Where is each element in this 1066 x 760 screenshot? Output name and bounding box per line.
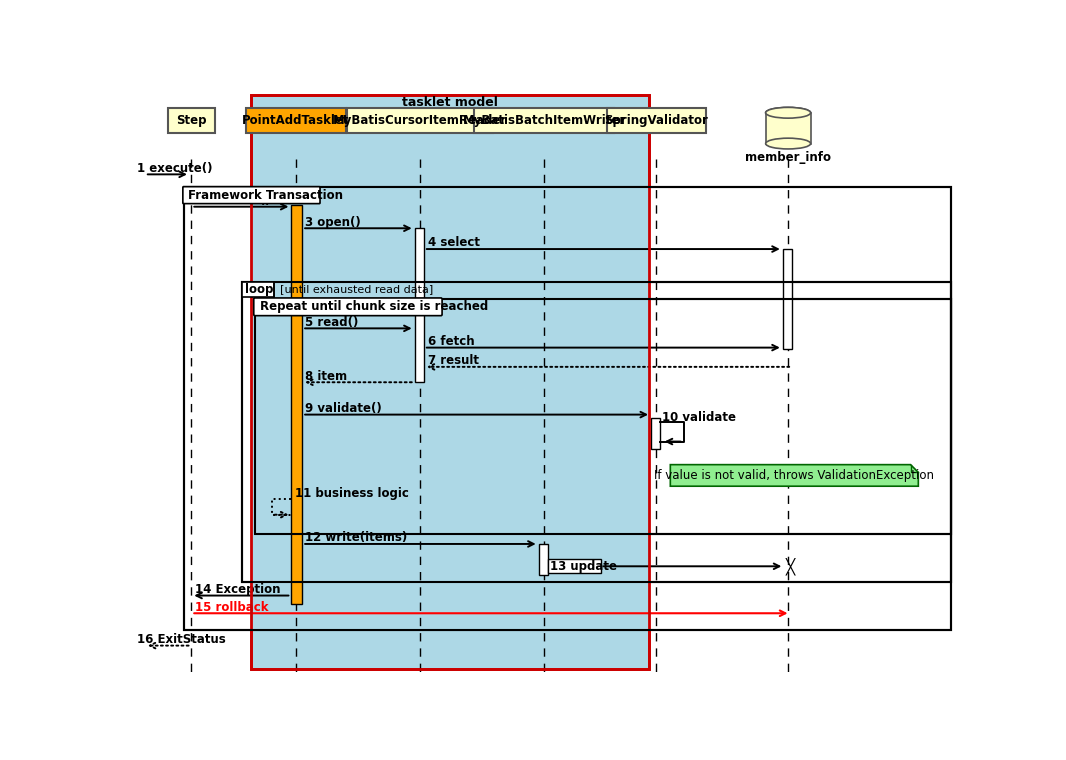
Text: 2 execute(): 2 execute() [195,194,271,207]
Text: 9 validate(): 9 validate() [305,402,382,415]
Text: 16 ExitStatus: 16 ExitStatus [138,633,226,646]
Bar [252,188,648,630]
Text: 12 write(items): 12 write(items) [305,531,407,544]
Text: 15 rollback: 15 rollback [195,600,269,613]
Bar [242,282,274,297]
Bar [782,249,792,349]
Text: ╳: ╳ [786,558,795,575]
Bar [252,95,648,669]
Bar [607,108,706,133]
Bar [246,108,345,133]
FancyBboxPatch shape [183,187,320,204]
Text: If value is not valid, throws ValidationException: If value is not valid, throws Validation… [655,469,934,482]
Text: loop: loop [245,283,273,296]
Text: 10 validate: 10 validate [662,411,736,424]
Text: [until exhausted read data]: [until exhausted read data] [280,284,434,294]
Bar [183,188,951,630]
Polygon shape [671,464,918,486]
Ellipse shape [765,138,810,149]
Bar [168,108,214,133]
Bar [651,419,660,449]
FancyBboxPatch shape [254,298,442,315]
Bar [415,228,424,382]
Bar [346,108,494,133]
Text: 5 read(): 5 read() [305,315,358,329]
Ellipse shape [765,107,810,118]
Text: 1 execute(): 1 execute() [138,162,212,175]
Bar [252,95,648,669]
Bar [474,108,614,133]
Text: Step: Step [176,114,207,127]
Text: PointAddTasklet: PointAddTasklet [242,114,350,127]
Bar [291,205,302,604]
Text: 14 Exception: 14 Exception [195,583,280,596]
Text: 11 business logic: 11 business logic [295,486,409,499]
Text: tasklet model: tasklet model [402,97,498,109]
Text: Repeat until chunk size is reached: Repeat until chunk size is reached [260,300,488,313]
Bar [765,112,810,144]
Ellipse shape [765,107,810,118]
Text: 13 update: 13 update [550,560,617,573]
Text: MyBatisCursorItemReader: MyBatisCursorItemReader [333,114,507,127]
Text: MyBatisBatchItemWriter: MyBatisBatchItemWriter [463,114,626,127]
Text: 3 open(): 3 open() [305,216,361,229]
Text: SpringValidator: SpringValidator [604,114,708,127]
Bar [255,299,951,534]
Bar [548,559,600,573]
Bar [183,188,951,630]
Text: 7 result: 7 result [427,354,479,367]
Bar [242,282,951,582]
Text: member_info: member_info [745,151,831,164]
Text: 6 fetch: 6 fetch [427,335,474,348]
Text: 4 select: 4 select [427,236,480,249]
Text: 8 item: 8 item [305,369,348,382]
Bar [538,544,548,575]
Bar [242,282,951,582]
Text: Framework Transaction: Framework Transaction [189,188,343,201]
Bar [255,299,951,534]
